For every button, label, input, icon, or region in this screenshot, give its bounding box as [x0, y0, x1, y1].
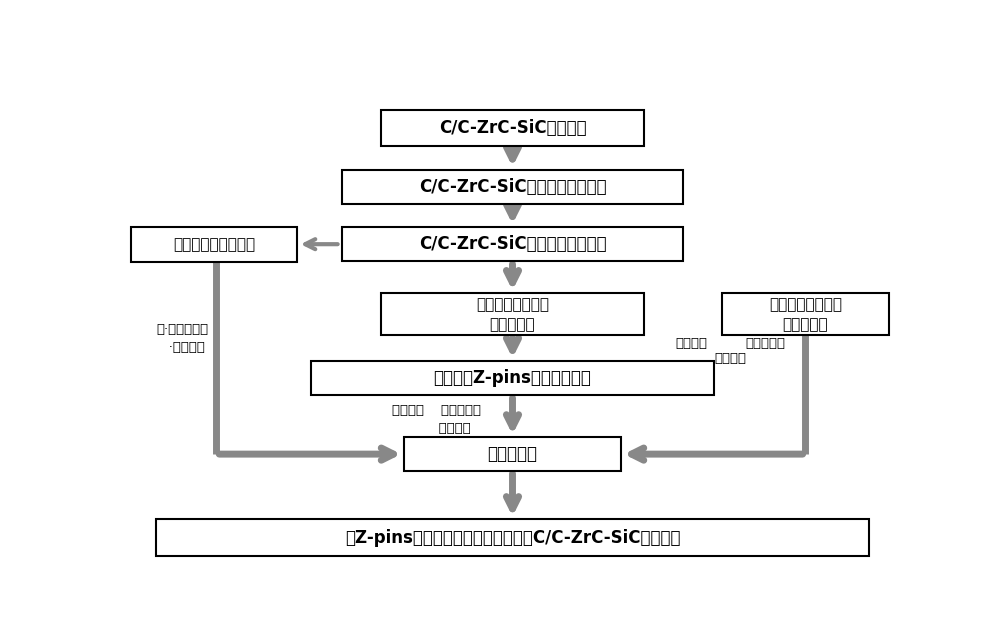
FancyBboxPatch shape	[311, 361, 714, 395]
FancyBboxPatch shape	[342, 169, 683, 204]
Text: 液相硅浸渗: 液相硅浸渗	[488, 445, 538, 463]
FancyBboxPatch shape	[404, 438, 621, 471]
Text: 固相烧结: 固相烧结	[675, 337, 707, 350]
Text: 固相烧结    液相硅浸渗
           两步成形: 固相烧结 液相硅浸渗 两步成形	[392, 404, 481, 435]
Text: 类Z-pins难蚌金属硅化物陶瓷棒改性C/C-ZrC-SiC复合材料: 类Z-pins难蚌金属硅化物陶瓷棒改性C/C-ZrC-SiC复合材料	[345, 529, 680, 547]
Text: C/C-ZrC-SiC复合材料打孔处理: C/C-ZrC-SiC复合材料打孔处理	[419, 235, 606, 253]
FancyBboxPatch shape	[722, 294, 889, 335]
FancyBboxPatch shape	[342, 227, 683, 261]
FancyBboxPatch shape	[131, 227, 297, 262]
Text: C/C-ZrC-SiC复合材料表面磨平: C/C-ZrC-SiC复合材料表面磨平	[419, 178, 606, 196]
Text: 难蚌金属粉末填充
并压制成型: 难蚌金属粉末填充 并压制成型	[476, 297, 549, 332]
Text: 难蚌金属Z-pins结构烧结成型: 难蚌金属Z-pins结构烧结成型	[434, 369, 591, 387]
Text: 难蚌金属棒插入盲孔: 难蚌金属棒插入盲孔	[173, 237, 255, 252]
Text: C/C-ZrC-SiC复合材料: C/C-ZrC-SiC复合材料	[439, 119, 586, 137]
Text: 单·液相硅浸渗
   ·一步成形: 单·液相硅浸渗 ·一步成形	[156, 324, 208, 354]
Text: 难蚌金属粉末填充
并压制成型: 难蚌金属粉末填充 并压制成型	[769, 297, 842, 332]
FancyBboxPatch shape	[156, 519, 869, 556]
Text: 一步成形: 一步成形	[714, 352, 746, 365]
FancyBboxPatch shape	[381, 294, 644, 335]
FancyBboxPatch shape	[381, 110, 644, 147]
Text: 液相硅浸渗: 液相硅浸渗	[745, 337, 785, 350]
